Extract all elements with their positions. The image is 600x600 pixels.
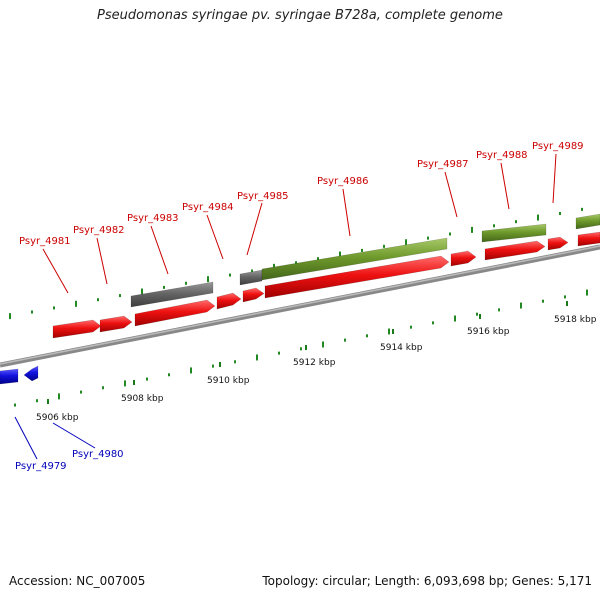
gene-forward[interactable] — [484, 240, 546, 261]
gene-label-forward[interactable]: Psyr_4988 — [476, 150, 528, 161]
gene-label-reverse[interactable]: Psyr_4979 — [15, 461, 67, 472]
scale-tick-marks — [47, 301, 568, 404]
gene-reverse[interactable] — [23, 365, 39, 382]
gene-label-leaders — [14, 153, 557, 460]
gene-label-forward[interactable]: Psyr_4989 — [532, 141, 584, 152]
label-leader-reverse — [14, 416, 38, 460]
gene-forward[interactable] — [450, 250, 477, 267]
gene-label-forward[interactable]: Psyr_4984 — [182, 202, 234, 213]
gc-skew-marks — [9, 207, 588, 407]
gene-label-forward[interactable]: Psyr_4982 — [73, 225, 125, 236]
gene-label-forward[interactable]: Psyr_4985 — [237, 191, 289, 202]
label-leader-forward — [342, 188, 351, 237]
map-title: Pseudomonas syringae pv. syringae B728a,… — [97, 8, 503, 23]
gene-label-reverse[interactable]: Psyr_4980 — [72, 449, 124, 460]
scale-label: 5918 kbp — [554, 315, 597, 325]
label-leader-forward — [206, 214, 224, 260]
label-leader-forward — [246, 202, 263, 256]
scale-label: 5908 kbp — [121, 394, 164, 404]
topology-text: Topology: circular; Length: 6,093,698 bp… — [262, 574, 592, 588]
gene-label-forward[interactable]: Psyr_4983 — [127, 213, 179, 224]
gene-feature-gray[interactable] — [239, 269, 263, 286]
scale-label: 5912 kbp — [293, 358, 336, 368]
gene-features — [0, 213, 600, 385]
gene-forward[interactable] — [52, 319, 102, 339]
label-leader-reverse — [52, 422, 96, 449]
gene-forward[interactable] — [264, 255, 450, 299]
gene-feature-green[interactable] — [261, 237, 448, 281]
label-leader-forward — [500, 162, 510, 210]
label-leader-forward — [444, 171, 458, 218]
gene-forward[interactable] — [547, 236, 569, 251]
accession-text: Accession: NC_007005 — [9, 574, 146, 588]
gene-feature-green[interactable] — [575, 213, 600, 230]
gene-label-forward[interactable]: Psyr_4987 — [417, 159, 469, 170]
label-leader-forward — [42, 248, 69, 294]
gene-label-forward[interactable]: Psyr_4981 — [19, 236, 71, 247]
label-leader-forward — [96, 237, 108, 285]
scale-label: 5916 kbp — [467, 327, 510, 337]
gene-feature-green[interactable] — [481, 223, 547, 243]
scale-label: 5914 kbp — [380, 343, 423, 353]
gene-feature-gray[interactable] — [130, 281, 214, 308]
gene-reverse[interactable] — [0, 368, 19, 385]
gene-forward[interactable] — [99, 315, 133, 333]
gene-forward[interactable] — [242, 287, 265, 303]
gene-forward[interactable] — [216, 292, 242, 310]
scale-label: 5906 kbp — [36, 413, 79, 423]
label-leader-forward — [552, 153, 557, 204]
genome-backbone-highlight — [0, 245, 600, 365]
scale-label: 5910 kbp — [207, 376, 250, 386]
gene-forward[interactable] — [577, 231, 600, 247]
label-leader-forward — [150, 225, 169, 275]
gene-label-forward[interactable]: Psyr_4986 — [317, 176, 369, 187]
gene-forward[interactable] — [134, 299, 216, 327]
